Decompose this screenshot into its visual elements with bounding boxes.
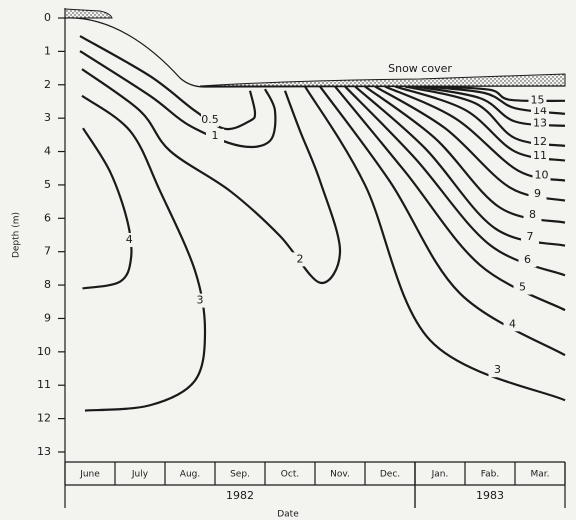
y-tick-label: 13 bbox=[37, 445, 51, 458]
isotherm-label: 4 bbox=[126, 233, 133, 246]
x-tick-label: Nov. bbox=[330, 470, 350, 480]
isotherm-label: 11 bbox=[533, 149, 547, 162]
isotherm-label: 6 bbox=[524, 253, 531, 266]
isotherm-label: 9 bbox=[534, 187, 541, 200]
isotherm-label: 13 bbox=[533, 117, 547, 130]
x-tick-label: Dec. bbox=[380, 470, 400, 480]
y-tick-label: 9 bbox=[44, 311, 51, 324]
x-tick-label: Oct. bbox=[281, 470, 299, 480]
isotherm-label: 5 bbox=[519, 281, 526, 294]
y-tick-label: 3 bbox=[44, 111, 51, 124]
isotherm bbox=[80, 51, 275, 147]
x-tick-label: Mar. bbox=[530, 470, 549, 480]
y-tick-label: 0 bbox=[44, 11, 51, 24]
year-label: 1983 bbox=[476, 489, 504, 502]
x-tick-label: Fab. bbox=[481, 470, 499, 480]
x-tick-label: Aug. bbox=[180, 470, 200, 480]
isotherm bbox=[83, 128, 132, 288]
y-tick-label: 8 bbox=[44, 278, 51, 291]
snow-cover-top-left bbox=[65, 9, 112, 18]
y-tick-label: 10 bbox=[37, 345, 51, 358]
isotherm bbox=[82, 69, 340, 283]
isotherm-label: 12 bbox=[533, 135, 547, 148]
y-axis-label: Depth (m) bbox=[12, 212, 22, 258]
isotherm-label: 10 bbox=[535, 169, 549, 182]
isotherm-label: 1 bbox=[212, 129, 219, 142]
y-tick-label: 4 bbox=[44, 145, 51, 158]
y-tick-label: 1 bbox=[44, 44, 51, 57]
isotherm-label: 4 bbox=[509, 317, 516, 330]
x-tick-label: July bbox=[131, 470, 149, 480]
isotherm-label: 3 bbox=[494, 363, 501, 376]
isotherm bbox=[82, 96, 205, 411]
isotherm-label: 0.5 bbox=[201, 113, 219, 126]
y-tick-label: 12 bbox=[37, 412, 51, 425]
x-axis-label: Date bbox=[277, 510, 299, 520]
isotherm-label: 2 bbox=[297, 252, 304, 265]
year-label: 1982 bbox=[226, 489, 254, 502]
x-tick-label: June bbox=[79, 470, 100, 480]
isotherm-label: 15 bbox=[531, 93, 545, 106]
isotherm-label: 3 bbox=[197, 294, 204, 307]
chart: Snow cover Depth (m) Date 0.512334456789… bbox=[0, 0, 576, 520]
y-tick-label: 7 bbox=[44, 245, 51, 258]
snow-cover bbox=[200, 74, 565, 86]
isotherm-label: 8 bbox=[529, 208, 536, 221]
y-tick-label: 5 bbox=[44, 178, 51, 191]
x-tick-label: Jan. bbox=[431, 470, 449, 480]
isotherm bbox=[80, 36, 255, 129]
isotherm-label: 7 bbox=[527, 230, 534, 243]
x-tick-label: Sep. bbox=[230, 470, 250, 480]
y-tick-label: 2 bbox=[44, 78, 51, 91]
y-tick-label: 11 bbox=[37, 378, 51, 391]
annotation: Snow cover bbox=[388, 62, 452, 75]
y-tick-label: 6 bbox=[44, 211, 51, 224]
